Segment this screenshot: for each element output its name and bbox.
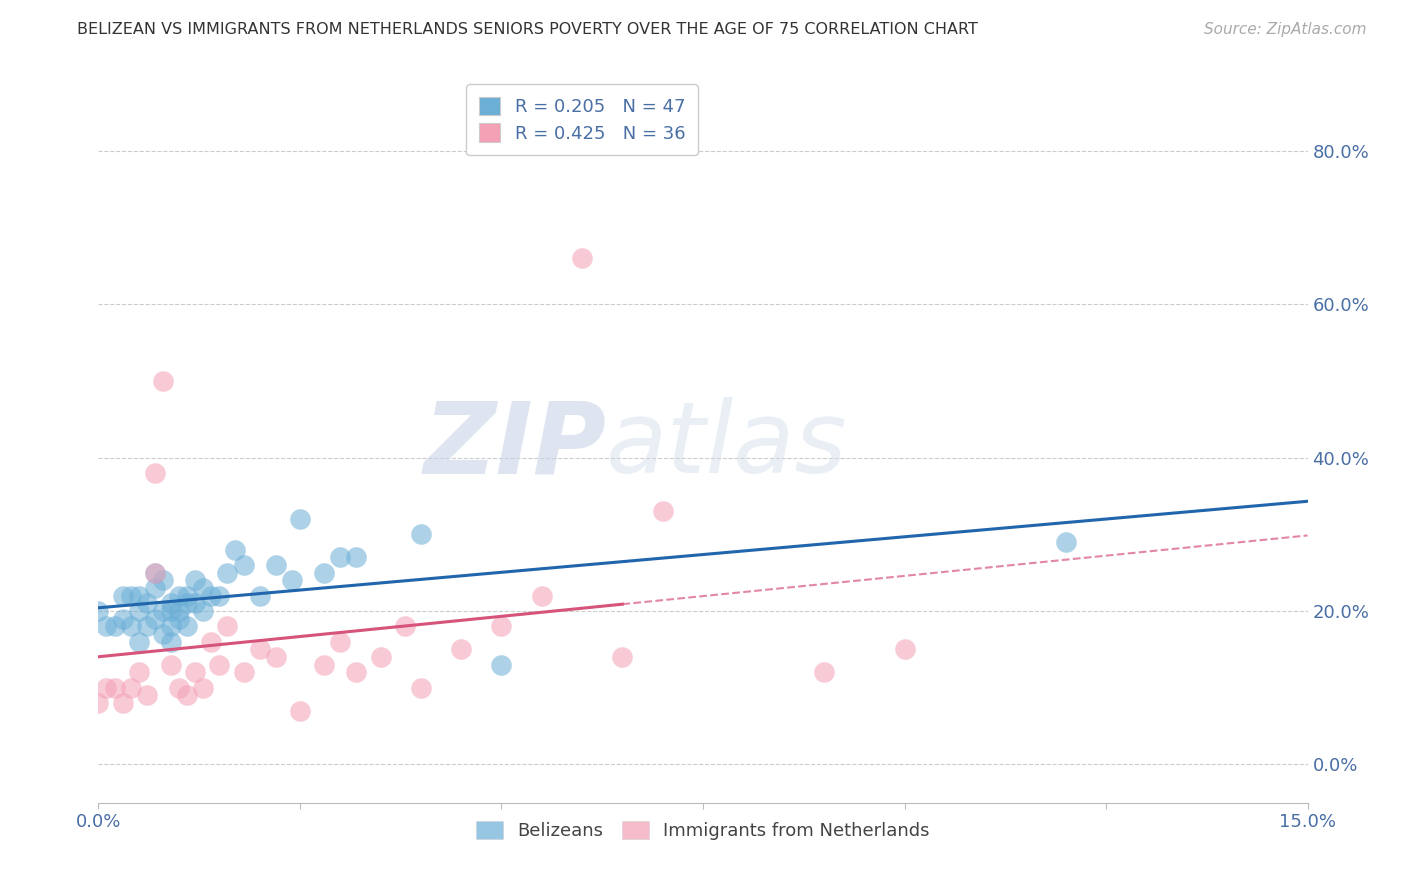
Point (200, 634, 222, 648)
Point (184, 596, 207, 610)
Point (249, 589, 271, 603)
Point (176, 596, 198, 610)
Point (893, 642, 915, 657)
Point (128, 665, 150, 680)
Point (232, 665, 254, 680)
Point (651, 504, 673, 518)
Point (152, 574, 174, 588)
Point (264, 650, 287, 665)
Point (193, 604, 215, 618)
Point (143, 581, 166, 595)
Text: Source: ZipAtlas.com: Source: ZipAtlas.com (1204, 22, 1367, 37)
Point (103, 681, 125, 695)
Point (264, 558, 287, 572)
Point (176, 589, 198, 603)
Legend: Belizeans, Immigrants from Netherlands: Belizeans, Immigrants from Netherlands (470, 814, 936, 847)
Point (344, 665, 367, 680)
Point (143, 612, 166, 626)
Point (208, 589, 231, 603)
Point (184, 574, 207, 588)
Point (135, 619, 157, 633)
Point (208, 657, 231, 672)
Point (329, 634, 352, 648)
Point (135, 596, 157, 610)
Point (370, 650, 392, 665)
Point (288, 704, 311, 718)
Point (111, 696, 134, 710)
Point (176, 619, 198, 633)
Point (249, 642, 271, 657)
Point (184, 665, 207, 680)
Point (394, 619, 416, 633)
Point (491, 619, 513, 633)
Point (612, 650, 634, 665)
Point (224, 542, 246, 557)
Point (344, 550, 367, 565)
Point (200, 589, 222, 603)
Point (152, 604, 174, 618)
Text: atlas: atlas (606, 398, 848, 494)
Point (167, 604, 190, 618)
Point (1054, 535, 1077, 549)
Point (111, 612, 134, 626)
Point (143, 466, 166, 480)
Point (160, 657, 183, 672)
Point (160, 604, 183, 618)
Point (167, 589, 190, 603)
Point (217, 619, 239, 633)
Point (120, 589, 142, 603)
Point (152, 627, 174, 641)
Point (135, 689, 157, 703)
Point (288, 512, 311, 526)
Point (160, 619, 183, 633)
Point (128, 604, 150, 618)
Point (193, 681, 215, 695)
Point (571, 251, 593, 265)
Point (409, 681, 432, 695)
Text: ZIP: ZIP (423, 398, 606, 494)
Point (530, 589, 553, 603)
Point (143, 566, 166, 580)
Point (160, 634, 183, 648)
Point (152, 374, 174, 388)
Point (450, 642, 472, 657)
Point (281, 574, 304, 588)
Point (232, 558, 254, 572)
Point (120, 681, 142, 695)
Point (217, 566, 239, 580)
Point (87, 604, 110, 618)
Point (176, 689, 198, 703)
Point (128, 634, 150, 648)
Point (491, 657, 513, 672)
Point (813, 665, 835, 680)
Point (120, 619, 142, 633)
Point (143, 566, 166, 580)
Point (128, 589, 150, 603)
Point (167, 612, 190, 626)
Point (111, 589, 134, 603)
Point (103, 619, 125, 633)
Point (409, 527, 432, 541)
Point (329, 550, 352, 565)
Text: BELIZEAN VS IMMIGRANTS FROM NETHERLANDS SENIORS POVERTY OVER THE AGE OF 75 CORRE: BELIZEAN VS IMMIGRANTS FROM NETHERLANDS … (77, 22, 979, 37)
Point (314, 566, 336, 580)
Point (96, 681, 118, 695)
Point (193, 581, 215, 595)
Point (314, 657, 336, 672)
Point (96, 619, 118, 633)
Point (167, 681, 190, 695)
Point (87, 696, 110, 710)
Point (160, 596, 183, 610)
